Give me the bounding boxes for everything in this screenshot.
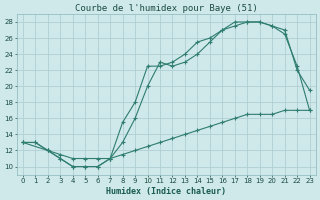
X-axis label: Humidex (Indice chaleur): Humidex (Indice chaleur)	[106, 187, 226, 196]
Title: Courbe de l'humidex pour Baye (51): Courbe de l'humidex pour Baye (51)	[75, 4, 258, 13]
